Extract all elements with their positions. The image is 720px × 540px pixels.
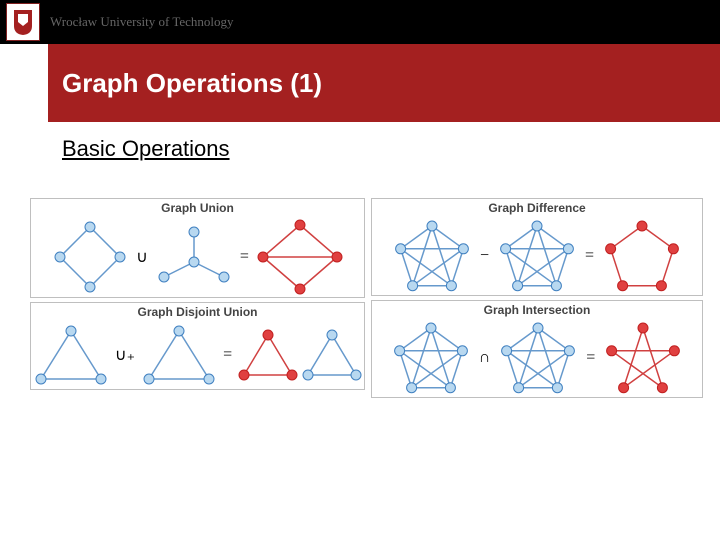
slide-subtitle: Basic Operations	[48, 122, 230, 180]
panel-body: ∪₊ =	[31, 321, 364, 389]
right-column: Graph Difference − = Graph Intersection …	[371, 198, 703, 398]
difference-operand-a	[390, 217, 474, 295]
disjoint-union-operand-b	[141, 321, 217, 389]
slide-title: Graph Operations (1)	[62, 68, 322, 99]
intersection-result	[601, 319, 685, 397]
panel-body: − =	[372, 217, 702, 295]
difference-result	[600, 217, 684, 295]
intersection-operand-a	[389, 319, 473, 397]
panel-graph-union: Graph Union ∪ =	[30, 198, 365, 298]
subtitle-indent-block	[0, 122, 48, 180]
intersection-operator: ∩	[477, 349, 493, 367]
disjoint-union-result-b	[302, 327, 362, 383]
minus-operator: −	[478, 247, 491, 265]
disjoint-union-result-a	[238, 327, 298, 383]
disjoint-union-operand-a	[33, 321, 109, 389]
header-bar: Wrocław University of Technology	[0, 0, 720, 44]
university-logo	[6, 3, 40, 41]
left-column: Graph Union ∪ = Graph Disjoint Union ∪₊ …	[30, 198, 365, 398]
subtitle-row: Basic Operations	[0, 122, 720, 180]
equals-symbol: =	[583, 247, 596, 265]
panel-title: Graph Difference	[372, 199, 702, 217]
title-indent-block	[0, 44, 48, 122]
shield-icon	[12, 8, 34, 36]
panel-body: ∩ =	[372, 319, 702, 397]
panel-graph-disjoint-union: Graph Disjoint Union ∪₊ =	[30, 302, 365, 390]
panel-body: ∪ =	[31, 217, 364, 297]
title-band: Graph Operations (1)	[0, 44, 720, 122]
panel-title: Graph Disjoint Union	[31, 303, 364, 321]
panel-title: Graph Union	[31, 199, 364, 217]
difference-operand-b	[495, 217, 579, 295]
equals-symbol: =	[238, 248, 251, 266]
graph-union-result	[255, 217, 345, 297]
union-operator: ∪	[134, 247, 150, 267]
diagrams-area: Graph Union ∪ = Graph Disjoint Union ∪₊ …	[0, 180, 720, 398]
equals-symbol: =	[221, 346, 234, 364]
intersection-operand-b	[496, 319, 580, 397]
graph-union-operand-b	[154, 222, 234, 292]
university-name: Wrocław University of Technology	[50, 14, 234, 30]
disjoint-union-operator: ∪₊	[113, 345, 137, 365]
panel-title: Graph Intersection	[372, 301, 702, 319]
equals-symbol: =	[584, 349, 597, 367]
panel-graph-difference: Graph Difference − =	[371, 198, 703, 296]
panel-graph-intersection: Graph Intersection ∩ =	[371, 300, 703, 398]
graph-union-operand-a	[50, 217, 130, 297]
